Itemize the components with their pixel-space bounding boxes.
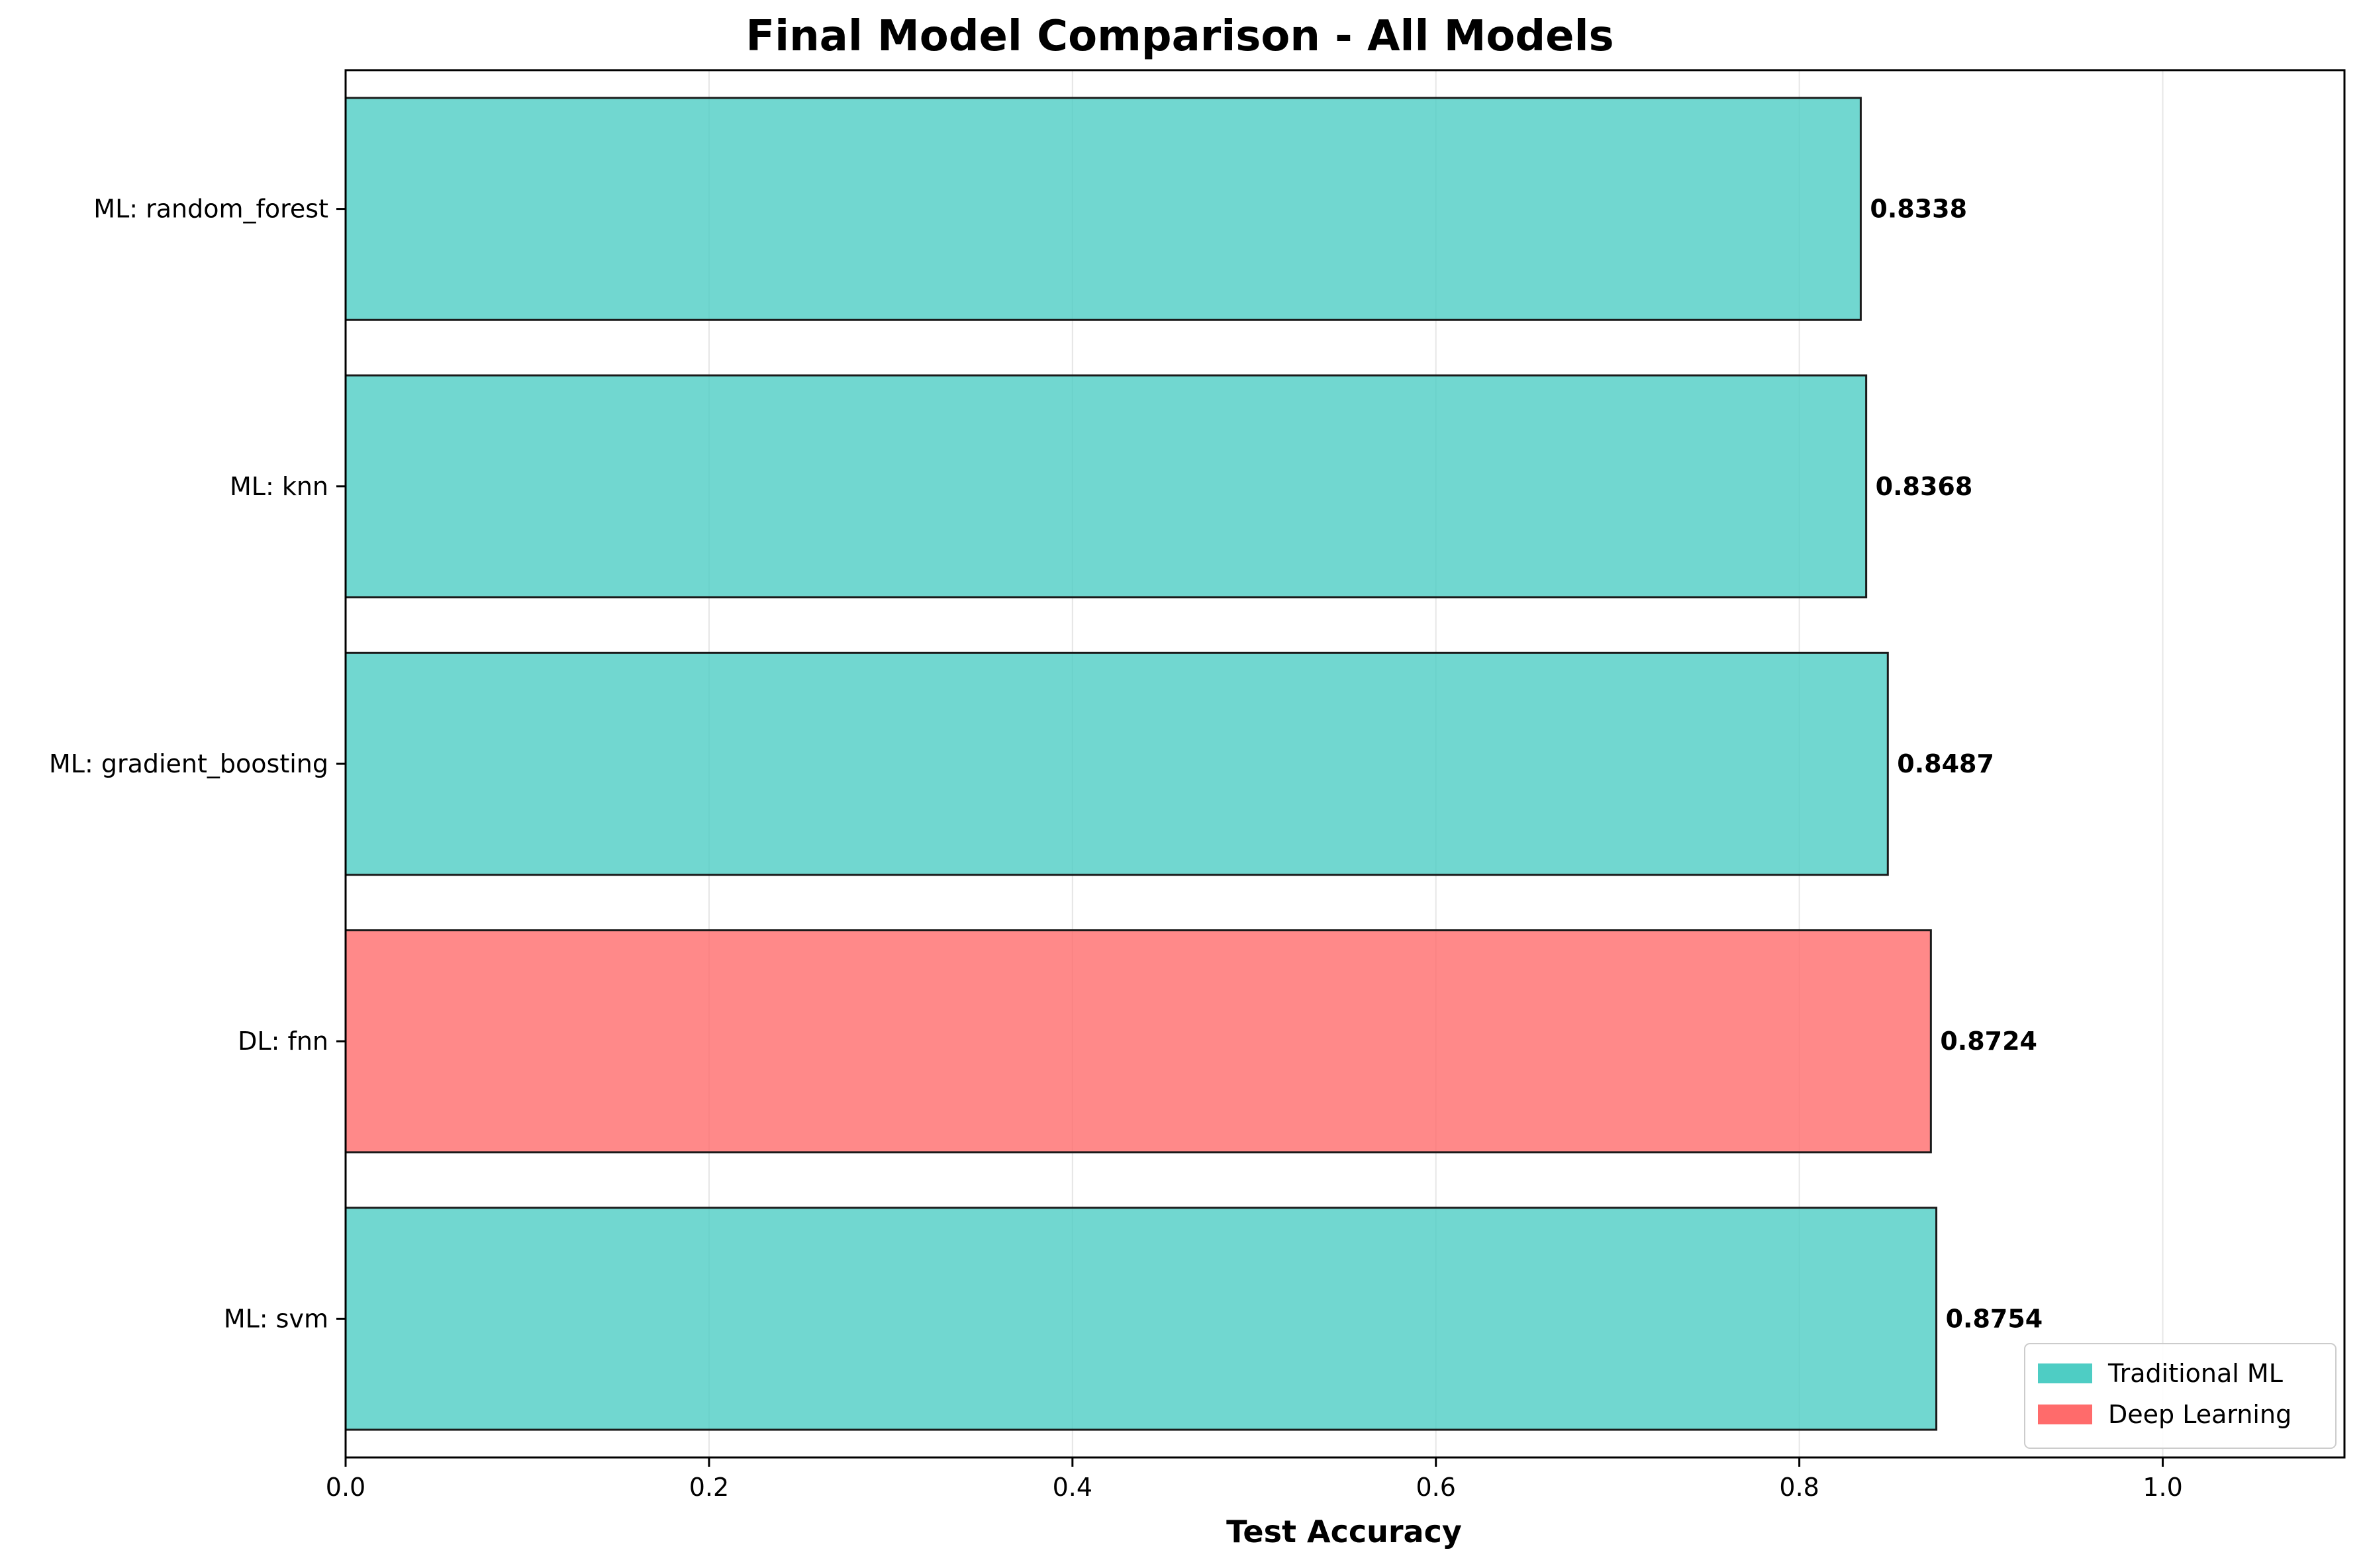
bar-value-label: 0.8487 — [1897, 749, 1994, 778]
chart-title: Final Model Comparison - All Models — [746, 12, 1614, 61]
legend-box — [2024, 1343, 2337, 1449]
axis-ticks: 0.0 0.2 0.4 0.6 0.8 1.0 ML: random_forest ML: k… — [49, 195, 2183, 1502]
bar — [344, 929, 1932, 1154]
legend-label: Traditional ML — [2107, 1359, 2283, 1388]
bar — [344, 1207, 1938, 1431]
bars: 0.8338 0.8368 0.8487 0.8724 0.8754 — [344, 97, 2043, 1431]
legend-swatch — [2038, 1405, 2092, 1424]
x-tick-label: 0.8 — [1779, 1473, 1819, 1502]
x-tick-label: 0.2 — [689, 1473, 729, 1502]
x-tick-label: 0.6 — [1416, 1473, 1456, 1502]
bar-value-label: 0.8754 — [1946, 1304, 2043, 1333]
x-tick-label: 0.4 — [1053, 1473, 1092, 1502]
x-axis-label: Test Accuracy — [1226, 1514, 1462, 1549]
bar-value-label: 0.8368 — [1876, 472, 1973, 501]
legend-swatch — [2038, 1363, 2092, 1383]
legend-label: Deep Learning — [2108, 1400, 2291, 1429]
bar — [344, 97, 1862, 321]
y-tick-label: DL: fnn — [238, 1027, 328, 1056]
legend: Traditional ML Deep Learning — [2024, 1343, 2337, 1449]
bar-value-label: 0.8338 — [1870, 195, 1967, 224]
y-tick-label: ML: knn — [230, 472, 328, 501]
y-tick-label: ML: svm — [224, 1304, 328, 1333]
x-tick-label: 0.0 — [326, 1473, 365, 1502]
y-tick-label: ML: random_forest — [93, 195, 328, 224]
y-tick-label: ML: gradient_boosting — [49, 749, 328, 778]
bar — [344, 651, 1889, 876]
bar-value-label: 0.8724 — [1940, 1027, 2037, 1056]
bar — [344, 374, 1868, 598]
x-tick-label: 1.0 — [2143, 1473, 2182, 1502]
